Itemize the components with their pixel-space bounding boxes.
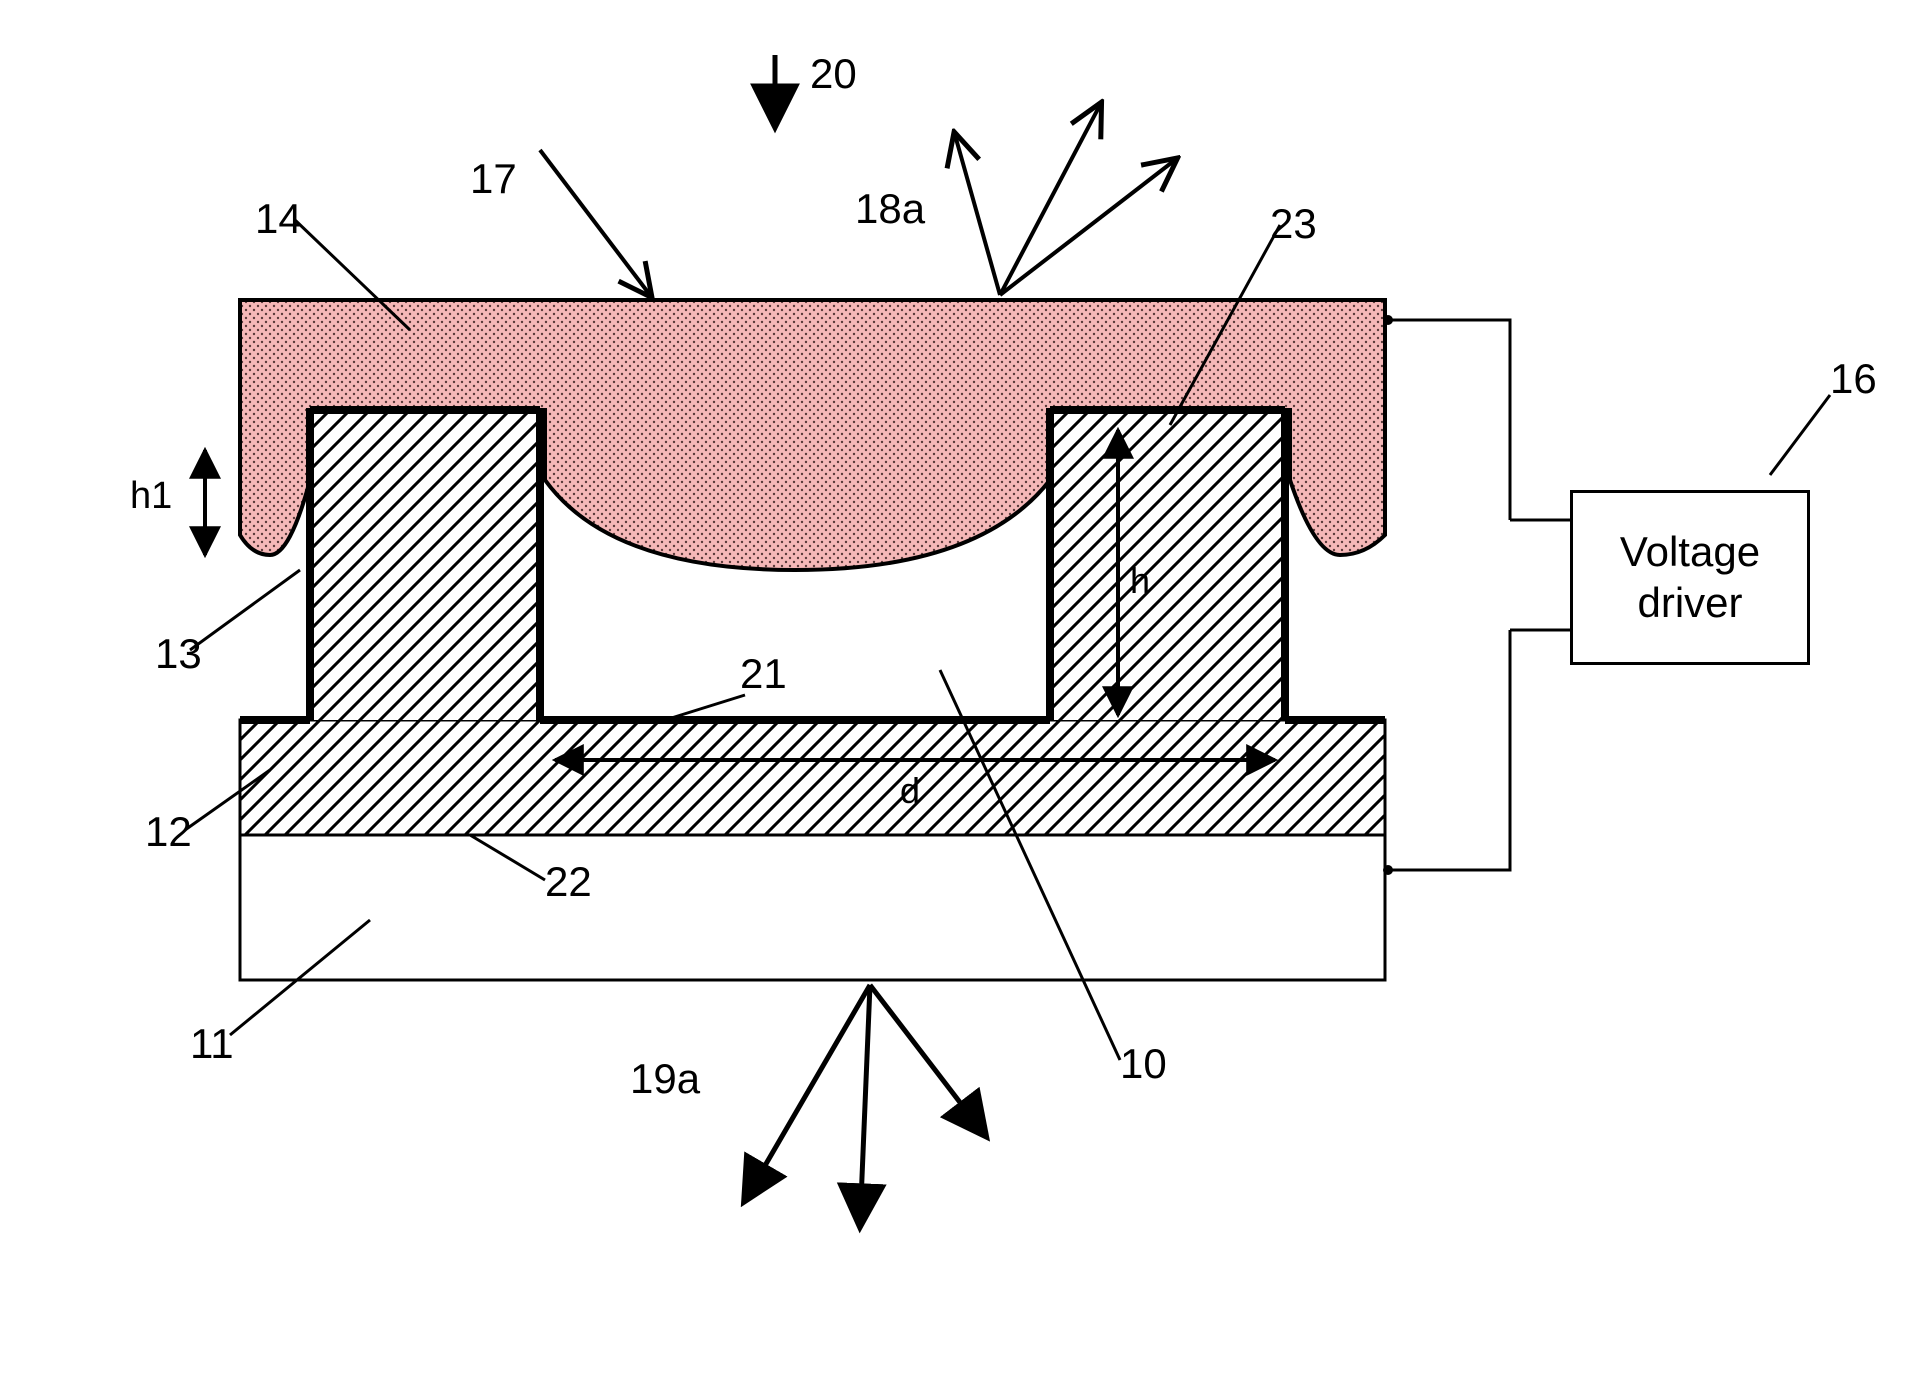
pillar-right [1050, 410, 1285, 720]
arrows-18a [955, 105, 1175, 295]
label-12: 12 [145, 808, 192, 856]
voltage-driver-box: Voltage driver [1570, 490, 1810, 665]
label-h: h [1130, 560, 1150, 602]
arrows-19a [745, 985, 985, 1225]
pillar-left [310, 410, 540, 720]
substrate-11 [240, 835, 1385, 980]
label-14: 14 [255, 195, 302, 243]
label-16: 16 [1830, 355, 1877, 403]
layer-12 [240, 720, 1385, 835]
label-d: d [900, 770, 920, 812]
diagram-container: Voltage driver 20 17 18a 14 23 16 h1 13 … [0, 0, 1925, 1390]
label-11: 11 [190, 1020, 234, 1068]
wire-bottom [1388, 630, 1510, 870]
label-23: 23 [1270, 200, 1317, 248]
label-10: 10 [1120, 1040, 1167, 1088]
label-21: 21 [740, 650, 787, 698]
wire-top [1388, 320, 1510, 520]
label-20: 20 [810, 50, 857, 98]
label-h1: h1 [130, 475, 172, 518]
label-19a: 19a [630, 1055, 700, 1103]
leader-16 [1770, 395, 1830, 475]
leader-13 [190, 570, 300, 650]
arrow-17 [540, 150, 650, 295]
label-18a: 18a [855, 185, 925, 233]
label-17: 17 [470, 155, 517, 203]
label-22: 22 [545, 858, 592, 906]
label-13: 13 [155, 630, 202, 678]
